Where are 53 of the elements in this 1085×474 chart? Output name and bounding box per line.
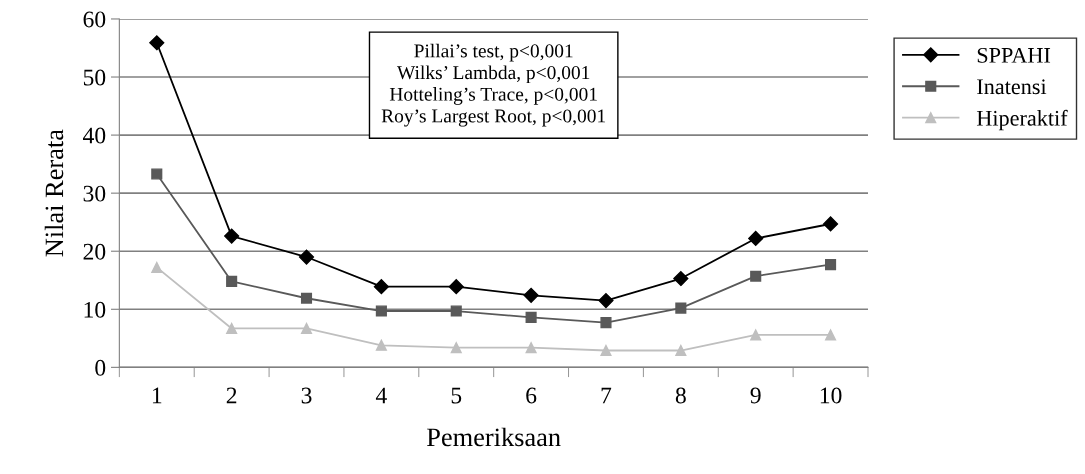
point xyxy=(300,292,313,304)
point xyxy=(151,261,163,274)
point xyxy=(675,344,687,357)
point xyxy=(523,287,539,303)
point xyxy=(525,311,537,323)
y-axis-title: Nilai Rerata xyxy=(44,129,64,257)
point xyxy=(298,249,315,265)
point xyxy=(226,275,238,287)
point xyxy=(448,279,464,295)
point xyxy=(600,317,612,329)
point xyxy=(300,322,313,335)
y-tick-label: 20 xyxy=(83,243,106,260)
point xyxy=(748,230,764,247)
point xyxy=(600,344,612,357)
y-tick-label: 40 xyxy=(83,127,106,144)
x-tick-label: 6 xyxy=(526,387,537,404)
point xyxy=(151,168,163,180)
y-tick-label: 60 xyxy=(83,11,106,28)
x-axis-title: Pemeriksaan xyxy=(427,427,561,447)
x-tick-label: 2 xyxy=(226,387,237,404)
y-tick-label: 10 xyxy=(84,301,106,318)
x-tick-label: 5 xyxy=(451,387,462,404)
point xyxy=(224,228,240,244)
point xyxy=(373,279,389,295)
point xyxy=(825,329,837,341)
point xyxy=(525,342,537,354)
point xyxy=(822,216,839,232)
legend-label: SPPAHI xyxy=(977,47,1051,63)
x-tick-label: 7 xyxy=(601,387,612,404)
x-tick-label: 3 xyxy=(301,387,312,404)
legend-label: Inatensi xyxy=(977,79,1047,95)
point xyxy=(673,270,689,287)
annotation: Pillai’s test, p<0,001 Wilks’ Lambda, p<0,001 Hotteling’s Trace, p<0,001 Roy’s Largest Root, p<0,001 xyxy=(381,43,606,127)
legend-label: Hiperaktif xyxy=(976,109,1068,131)
x-tick-label: 9 xyxy=(750,387,761,404)
point xyxy=(226,322,238,335)
point xyxy=(598,293,614,309)
x-tick-label: 10 xyxy=(820,387,842,404)
y-tick-label: 30 xyxy=(83,185,106,202)
point xyxy=(825,259,837,271)
point xyxy=(675,302,687,314)
x-tick-label: 1 xyxy=(152,387,162,404)
x-tick-label: 8 xyxy=(675,387,686,404)
point xyxy=(149,35,165,51)
point xyxy=(450,305,462,317)
point xyxy=(375,305,387,317)
point xyxy=(750,329,762,341)
point xyxy=(375,339,387,351)
point xyxy=(750,270,762,282)
y-tick-label: 0 xyxy=(95,359,106,376)
x-tick-label: 4 xyxy=(375,387,387,404)
y-tick-label: 50 xyxy=(83,69,106,86)
point xyxy=(450,342,462,354)
